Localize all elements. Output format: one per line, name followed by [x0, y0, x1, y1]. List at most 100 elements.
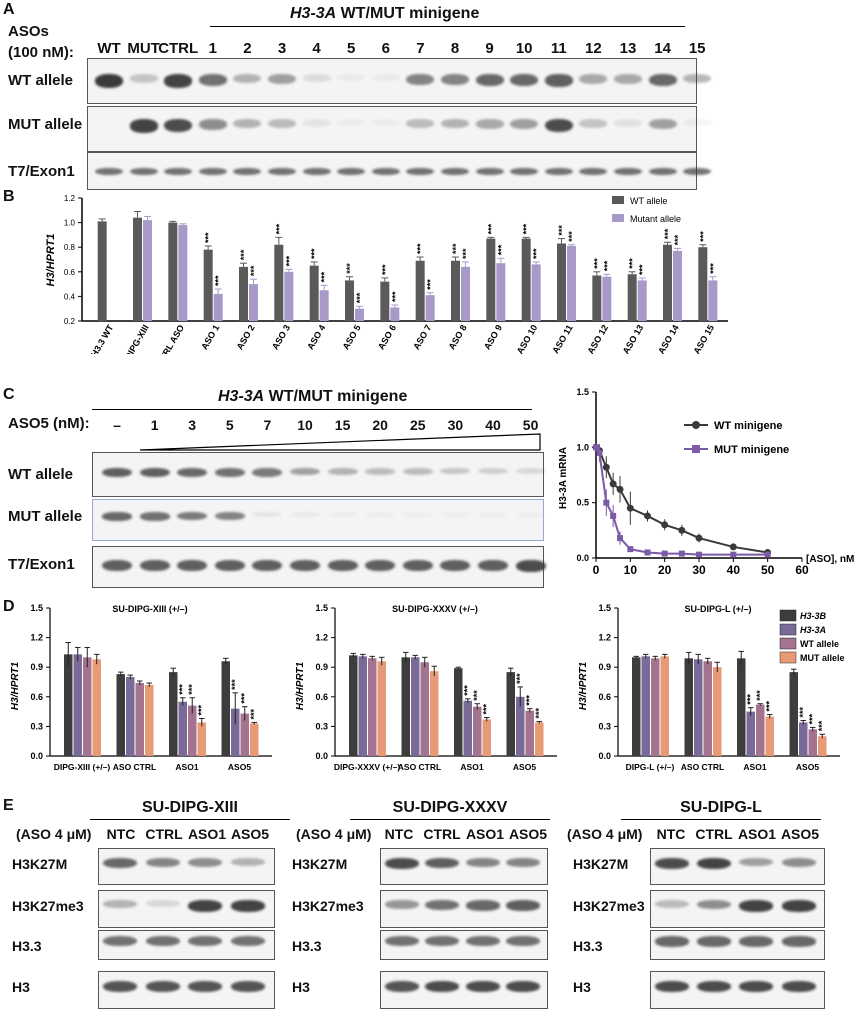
c-t7-band-3 [214, 559, 245, 572]
significance-stars: *** [525, 695, 535, 706]
bar-h3-3b [64, 654, 73, 756]
bar-wt-allele [808, 729, 817, 756]
wt-band-1 [129, 74, 158, 83]
panel-c-row-mut: MUT allele [8, 508, 83, 525]
x-category-label: DIPG-XXXV (+/–) [334, 762, 401, 772]
mut-band-6 [302, 119, 331, 127]
e-band-2-1-0 [655, 900, 689, 908]
panel-a-lane-5: 3 [277, 40, 287, 57]
e-band-1-1-0 [385, 900, 419, 909]
blot-row-label-2-2: H3.3 [573, 938, 603, 954]
significance-stars: *** [482, 704, 492, 715]
e-band-0-2-3 [230, 936, 265, 947]
aso-label-line1: ASOs [8, 23, 49, 40]
bar-mut-allele [430, 671, 439, 756]
bar-wt-allele [592, 275, 602, 321]
x-category-label: DIPG-XIII (+/–) [54, 762, 111, 772]
data-point-mut [593, 444, 599, 451]
panel-a-lane-9: 7 [416, 40, 425, 57]
e-band-0-3-2 [188, 981, 223, 993]
mut-band-1 [129, 119, 158, 133]
bar-h3-3a [231, 708, 240, 756]
y-tick-label: 0.8 [64, 243, 76, 252]
c-wt-band-2 [177, 467, 208, 478]
blot-row-label-0-0: H3K27M [12, 856, 68, 872]
x-tick-label: 60 [795, 563, 809, 577]
panel-a-lane-13: 11 [550, 40, 567, 57]
y-axis-label: H3/HPRT1 [295, 661, 306, 710]
blot-box-2-1 [650, 890, 825, 928]
x-category-label: ASO 11 [550, 323, 574, 354]
bar-wt-allele [133, 217, 142, 321]
mut-band-14 [579, 119, 608, 128]
panel-a-title-rest: WT/MUT minigene [336, 5, 480, 22]
bar-mut-allele [145, 684, 154, 756]
x-category-label: DIPG-XIII [123, 323, 151, 354]
mut-band-16 [648, 119, 677, 130]
panel-a-lane-2: CTRL [158, 40, 199, 57]
e-band-2-3-2 [739, 981, 774, 993]
x-category-label: ASO 15 [691, 323, 716, 354]
mut-band-9 [406, 119, 435, 129]
y-axis-label: H3-3A mRNA [558, 447, 569, 509]
panel-c-dose-2: 3 [188, 417, 197, 433]
dose-gradient-wedge [140, 433, 541, 451]
bar-h3-3a [178, 701, 187, 756]
x-category-label: ASO5 [513, 762, 536, 772]
bar-mut-allele [535, 722, 544, 756]
series-line-1 [595, 446, 768, 556]
significance-stars: *** [310, 248, 320, 259]
c-mut-band-11 [516, 512, 546, 517]
bar-wt-allele [83, 657, 92, 756]
bar-mutant-allele [461, 266, 470, 321]
c-mut-band-10 [478, 512, 508, 517]
e-band-1-2-3 [506, 936, 541, 947]
t7-band-16 [648, 167, 677, 176]
bar-h3-3a [358, 656, 367, 756]
c-wt-band-1 [139, 467, 170, 478]
significance-stars: *** [345, 263, 355, 274]
e-band-0-0-1 [145, 857, 180, 868]
c-t7-band-8 [402, 559, 433, 572]
panel-label-a: A [3, 1, 15, 18]
panel-c-dose-label: ASO5 (nM): [8, 415, 90, 432]
wt-band-17 [683, 74, 712, 84]
blot-lane-0-2: ASO1 [187, 826, 227, 842]
y-tick-label: 0.3 [598, 721, 611, 731]
y-axis-label: H3/HPRT1 [45, 234, 57, 287]
bar-h3-3a [746, 711, 755, 756]
y-tick-label: 0.4 [64, 292, 76, 301]
panel-label-c: C [3, 386, 15, 403]
mut-band-2 [164, 119, 193, 133]
bar-mutant-allele [319, 290, 329, 321]
y-tick-label: 1.2 [315, 633, 328, 643]
wt-band-11 [475, 74, 504, 87]
significance-stars: *** [765, 701, 775, 712]
panel-c-title-rest: WT/MUT minigene [264, 388, 408, 405]
bar-h3-3a [411, 657, 420, 756]
significance-stars: *** [808, 713, 818, 724]
wt-band-7 [337, 74, 366, 82]
x-tick-label: 30 [692, 563, 706, 577]
e-band-0-2-1 [145, 936, 180, 947]
mut-band-10 [441, 119, 469, 129]
c-wt-band-8 [402, 467, 433, 475]
e-band-2-2-2 [739, 936, 774, 947]
bar-h3-3b [454, 668, 463, 756]
t7-band-5 [268, 167, 296, 176]
blot-lane-2-1: CTRL [695, 826, 733, 842]
significance-stars: *** [178, 684, 188, 695]
y-tick-label: 0.0 [30, 751, 43, 761]
blot-title-rule-2 [621, 819, 821, 820]
bar-mutant-allele [143, 220, 152, 321]
c-mut-band-1 [139, 512, 170, 521]
wt-band-8 [371, 74, 400, 82]
t7-band-15 [614, 167, 642, 176]
t7-band-9 [406, 167, 435, 176]
e-band-2-0-3 [781, 857, 816, 867]
x-category-label: ASO CTRL [398, 762, 441, 772]
chart-title: SU-DIPG-XIII (+/–) [112, 604, 187, 614]
panel-a-aso-label: ASOs (100 nM): [8, 21, 74, 63]
data-point-mut [603, 499, 610, 506]
bar-wt-allele [756, 704, 765, 756]
